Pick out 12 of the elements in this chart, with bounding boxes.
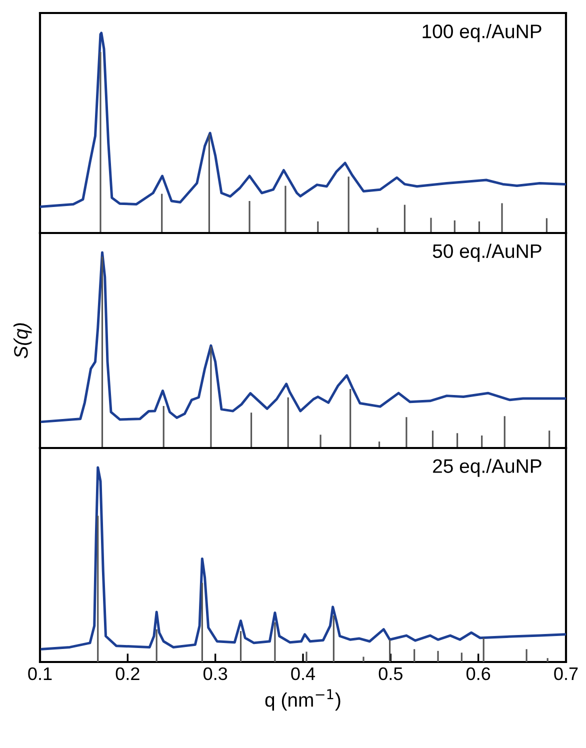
annotation: 50 eq./AuNP [432,244,542,262]
x-tick-label: 0.3 [203,667,228,680]
x-tick-label: 0.2 [116,667,140,680]
x-tick-label: 0.1 [28,667,52,680]
x-axis-title: q (nm$^{−1}$) [265,689,340,711]
y-axis-title: S(q) [14,323,32,358]
annotation: 100 eq./AuNP [422,24,542,42]
x-tick-label: 0.4 [291,667,316,680]
x-tick-label: 0.5 [378,667,402,680]
x-tick-label: 0.7 [554,667,578,680]
annotation: 25 eq./AuNP [433,458,542,477]
x-tick-label: 0.6 [466,667,490,680]
